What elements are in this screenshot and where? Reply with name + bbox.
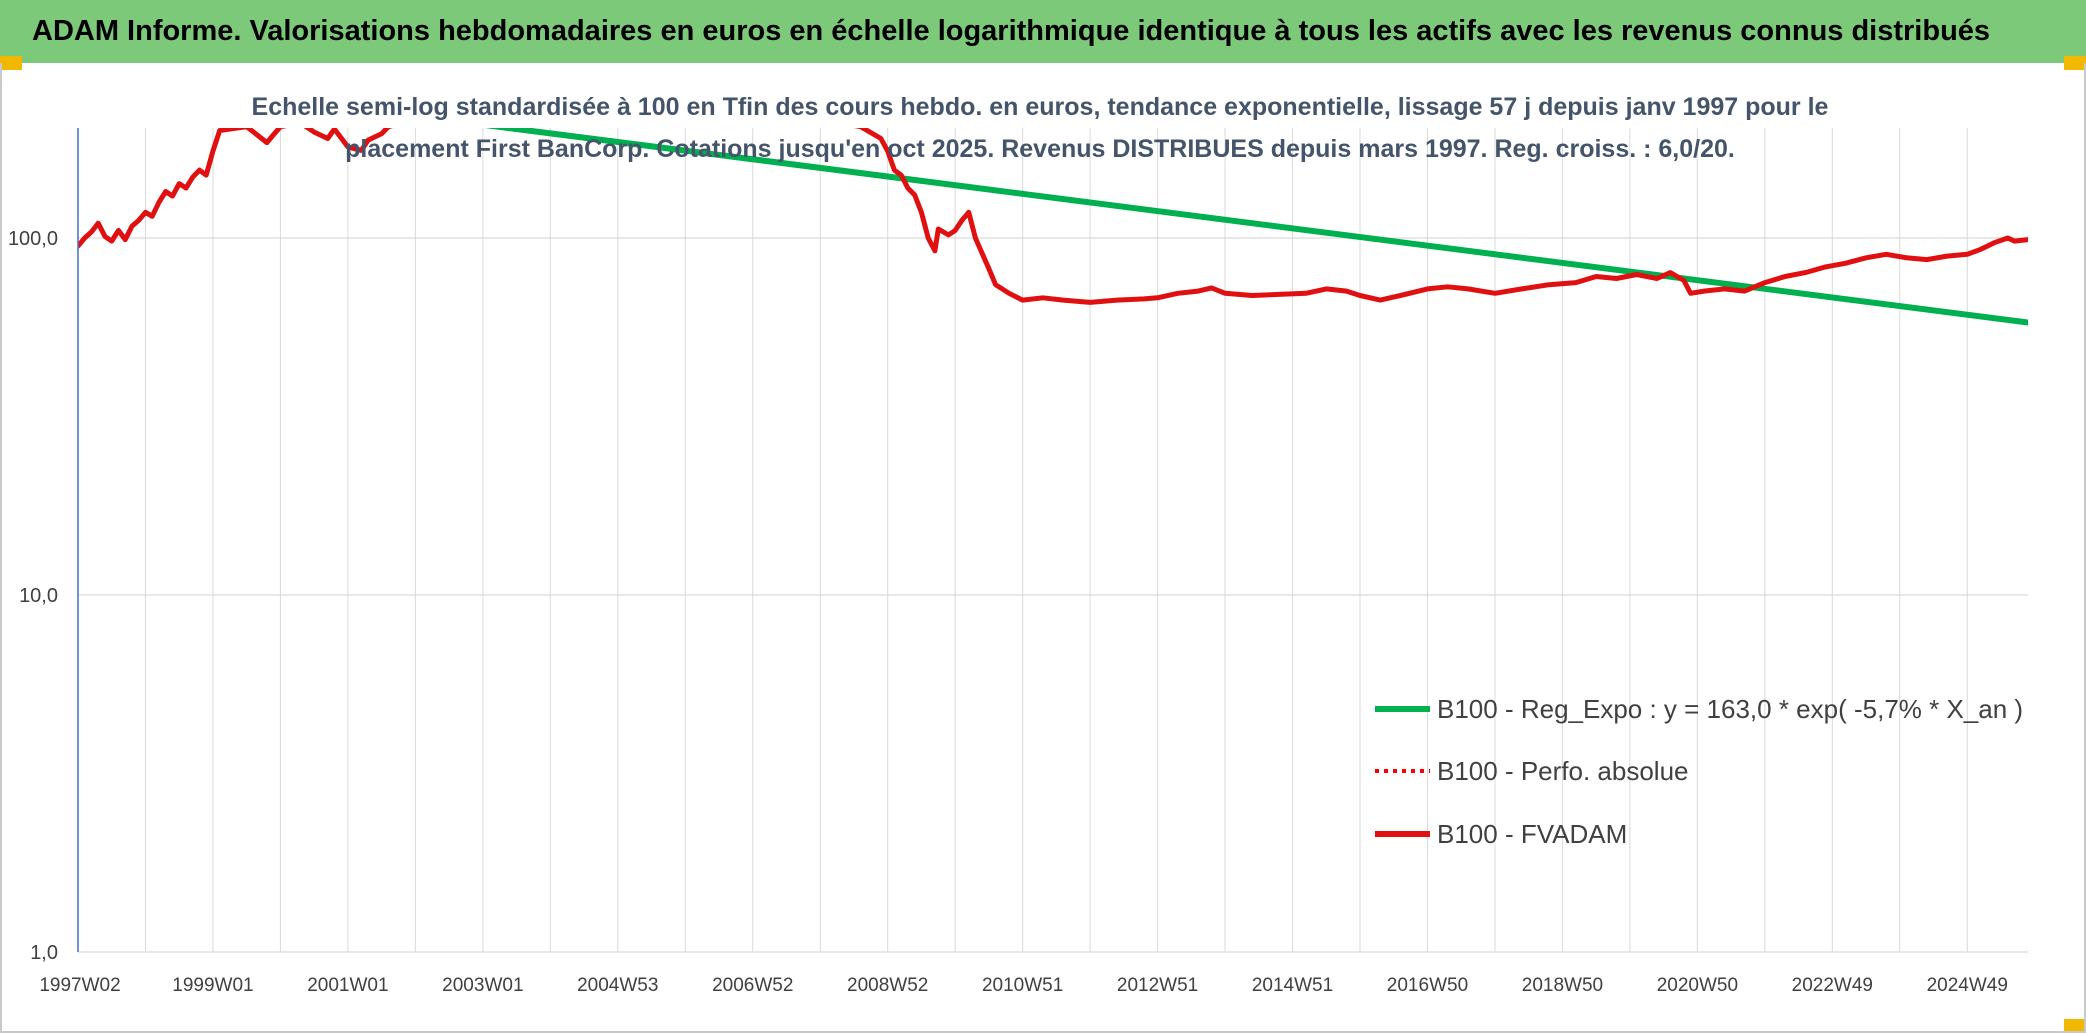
chart-subtitle: Echelle semi-log standardisée à 100 en T… — [252, 93, 1829, 163]
report-title: ADAM Informe. Valorisations hebdomadaire… — [0, 0, 2086, 63]
y-tick-label: 1,0 — [30, 942, 58, 964]
chart-subtitle-line-1: Echelle semi-log standardisée à 100 en T… — [252, 93, 1829, 121]
x-tick-label: 2014W51 — [1252, 975, 1333, 996]
x-tick-label: 2024W49 — [1927, 975, 2008, 996]
x-tick-label: 2006W52 — [712, 975, 793, 996]
legend-label-0: B100 - Reg_Expo : y = 163,0 * exp( -5,7%… — [1437, 694, 2023, 724]
x-tick-label: 2008W52 — [847, 975, 928, 996]
x-tick-label: 2004W53 — [577, 975, 658, 996]
legend-label-1: B100 - Perfo. absolue — [1437, 756, 1689, 786]
corner-marker-left — [0, 56, 22, 70]
corner-marker-right — [2064, 56, 2086, 70]
chart-frame — [0, 63, 2086, 1033]
x-tick-label: 2010W51 — [982, 975, 1063, 996]
series-line-0 — [484, 128, 2028, 326]
x-tick-label: 2022W49 — [1792, 975, 1873, 996]
legend-label-2: B100 - FVADAM — [1437, 819, 1627, 849]
grid — [78, 128, 2028, 953]
chart-subtitle-line-2: placement First BanCorp. Cotations jusqu… — [345, 135, 1735, 163]
legend: B100 - Reg_Expo : y = 163,0 * exp( -5,7%… — [1375, 694, 2023, 849]
series-line-2 — [78, 128, 2028, 305]
x-tick-label: 1999W01 — [172, 975, 253, 996]
y-tick-label: 10,0 — [19, 585, 58, 607]
x-tick-label: 2018W50 — [1522, 975, 1603, 996]
y-tick-label: 100,0 — [8, 228, 58, 250]
x-tick-label: 1997W02 — [39, 975, 120, 996]
x-tick-label: 2003W01 — [442, 975, 523, 996]
x-tick-label: 2020W50 — [1657, 975, 1738, 996]
x-tick-label: 2016W50 — [1387, 975, 1468, 996]
corner-marker-bottom-right — [2064, 1019, 2086, 1033]
x-tick-label: 2012W51 — [1117, 975, 1198, 996]
x-tick-label: 2001W01 — [307, 975, 388, 996]
